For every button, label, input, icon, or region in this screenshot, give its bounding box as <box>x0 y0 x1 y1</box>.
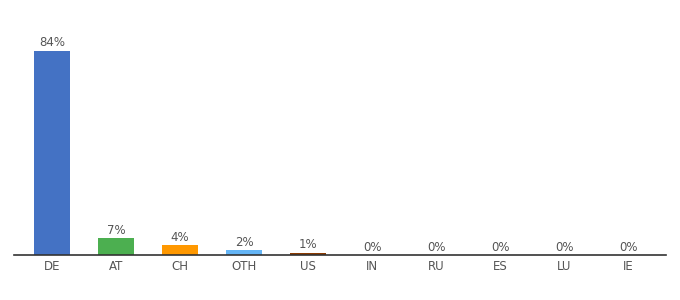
Bar <box>226 250 262 255</box>
Text: 84%: 84% <box>39 36 65 50</box>
Text: 7%: 7% <box>107 224 125 237</box>
Text: 2%: 2% <box>235 236 254 249</box>
Bar <box>99 238 133 255</box>
Text: 0%: 0% <box>491 241 509 254</box>
Text: 1%: 1% <box>299 238 318 251</box>
Text: 0%: 0% <box>427 241 445 254</box>
Text: 0%: 0% <box>619 241 637 254</box>
Bar <box>290 253 326 255</box>
Text: 0%: 0% <box>362 241 381 254</box>
Bar <box>163 245 198 255</box>
Text: 4%: 4% <box>171 231 189 244</box>
Text: 0%: 0% <box>555 241 573 254</box>
Bar <box>35 51 69 255</box>
